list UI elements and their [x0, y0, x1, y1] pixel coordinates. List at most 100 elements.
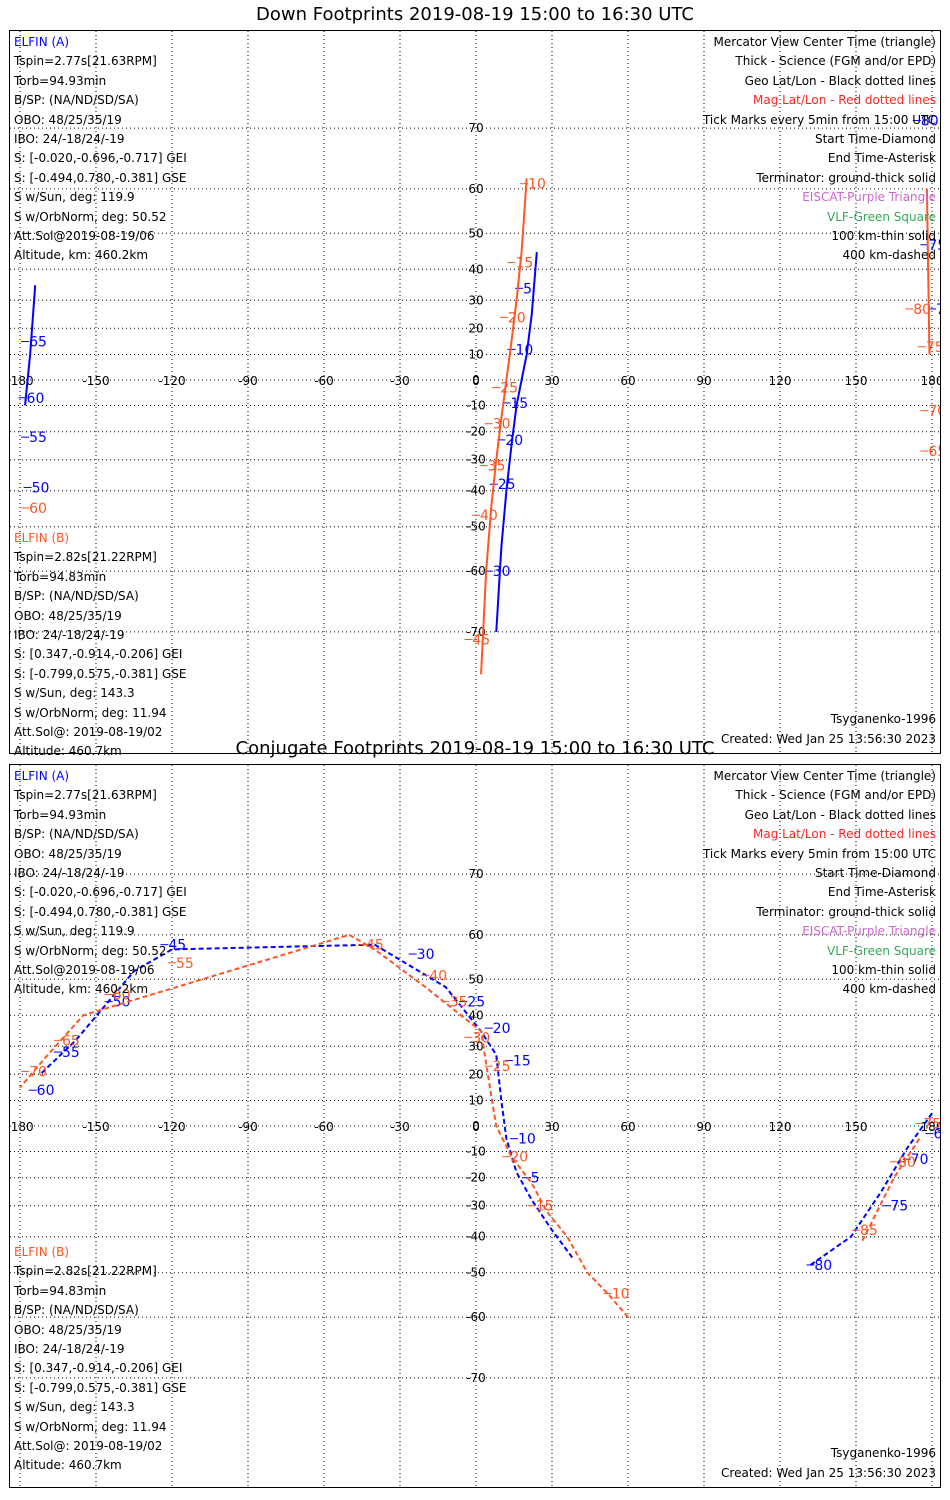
- elfin-b-info-line: Altitude: 460.7km: [14, 744, 122, 759]
- elfin-b-header: ELFIN (B): [14, 531, 70, 545]
- elfin-a-info-line: IBO: 24/-18/24/-19: [14, 132, 125, 147]
- legend-entry: Terminator: ground-thick solid: [756, 904, 936, 919]
- legend-entry: Thick - Science (FGM and/or EPD): [735, 788, 936, 803]
- y-tick-label: -40: [466, 484, 486, 498]
- x-tick-label: 150: [845, 374, 868, 388]
- elfin-b-info-line: S: [0.347,-0.914,-0.206] GEI: [14, 647, 183, 662]
- elfin-b-info-line: S w/OrbNorm, deg: 11.94: [14, 1419, 167, 1434]
- x-tick-label: -30: [390, 1120, 410, 1134]
- x-tick-label: 0: [472, 374, 480, 388]
- time-tick-label: 70: [936, 302, 940, 318]
- model-label: Tsyganenko-1996: [830, 1446, 936, 1461]
- legend-entry: Geo Lat/Lon - Black dotted lines: [744, 807, 936, 822]
- elfin-a-info-line: S: [-0.020,-0.696,-0.717] GEI: [14, 885, 187, 900]
- time-tick-label: 25: [493, 1059, 511, 1075]
- legend-entry: EISCAT-Purple Triangle: [802, 924, 936, 939]
- time-tick-label: 80: [913, 302, 931, 318]
- y-tick-label: -60: [466, 564, 486, 578]
- time-tick-label: 20: [505, 433, 523, 449]
- legend-entry: Geo Lat/Lon - Black dotted lines: [744, 73, 936, 88]
- x-tick-label: 30: [544, 1120, 559, 1134]
- elfin-a-info-line: Tspin=2.77s[21.63RPM]: [14, 54, 157, 69]
- x-tick-label: -30: [390, 374, 410, 388]
- legend-entry: Tick Marks every 5min from 15:00 UTC: [702, 846, 936, 861]
- legend-entry: End Time-Asterisk: [827, 885, 936, 900]
- time-tick-label: 70: [911, 1152, 929, 1168]
- time-tick-label: 80: [921, 114, 939, 130]
- x-tick-label: 90: [696, 374, 711, 388]
- elfin-a-info-line: IBO: 24/-18/24/-19: [14, 866, 125, 881]
- x-tick-label: -120: [158, 1120, 185, 1134]
- y-tick-label: 70: [468, 121, 483, 135]
- y-tick-label: 10: [468, 348, 483, 362]
- elfin-b-info-line: Torb=94.83min: [14, 569, 107, 584]
- legend-entry: VLF-Green Square: [827, 209, 936, 224]
- legend-entry: Start Time-Diamond: [814, 132, 936, 147]
- time-tick-label: 10: [612, 1287, 630, 1303]
- time-tick-label: 45: [472, 632, 490, 648]
- time-tick-label: 70: [928, 404, 940, 420]
- time-tick-label: 50: [113, 995, 131, 1011]
- footprint-track: [495, 251, 538, 632]
- x-tick-label: 180: [921, 374, 940, 388]
- y-tick-label: 0: [472, 1119, 480, 1133]
- elfin-a-info-line: Altitude, km: 460.2km: [14, 982, 149, 997]
- elfin-a-info-line: S w/Sun, deg: 119.9: [14, 190, 135, 205]
- created-label: Created: Wed Jan 25 13:56:30 2023: [721, 1465, 936, 1480]
- x-tick-label: 60: [620, 374, 635, 388]
- time-tick-label: 60: [37, 1083, 55, 1099]
- elfin-a-info-line: Torb=94.93min: [14, 807, 107, 822]
- time-tick-label: 70: [29, 1065, 47, 1081]
- time-tick-label: 85: [860, 1223, 878, 1239]
- time-tick-label: 45: [168, 938, 186, 954]
- legend-entry: Thick - Science (FGM and/or EPD): [735, 54, 936, 69]
- x-tick-label: -90: [238, 374, 258, 388]
- y-tick-label: 40: [468, 262, 483, 276]
- x-tick-label: 30: [544, 374, 559, 388]
- y-tick-label: -20: [466, 425, 486, 439]
- y-tick-label: -70: [466, 1371, 486, 1385]
- time-tick-label: 15: [510, 396, 528, 412]
- x-tick-label: -120: [158, 374, 185, 388]
- elfin-b-info-line: S w/Sun, deg: 143.3: [14, 686, 135, 701]
- elfin-b-info-line: Altitude: 460.7km: [14, 1458, 122, 1473]
- time-tick-label: 5: [523, 281, 532, 297]
- time-tick-label: 25: [498, 477, 516, 493]
- elfin-a-info-line: Att.Sol@2019-08-19/06: [14, 229, 155, 244]
- legend-entry: Start Time-Diamond: [814, 866, 936, 881]
- time-tick-label: 75: [926, 340, 940, 356]
- x-tick-label: 90: [696, 1120, 711, 1134]
- elfin-b-info-line: B/SP: (NA/ND/SD/SA): [14, 1303, 139, 1318]
- elfin-b-info-line: Att.Sol@: 2019-08-19/02: [14, 1439, 163, 1454]
- time-tick-label: 80: [898, 1155, 916, 1171]
- time-tick-label: 30: [493, 417, 511, 433]
- footprint-track: [24, 285, 37, 406]
- y-tick-label: 30: [468, 1039, 483, 1053]
- y-tick-label: 50: [468, 972, 483, 986]
- legend-entry: 100 km-thin solid: [831, 229, 936, 244]
- time-tick-label: 30: [417, 947, 435, 963]
- elfin-b-info-line: Tspin=2.82s[21.22RPM]: [14, 550, 157, 565]
- footprint-track: [19, 933, 629, 1318]
- footprint-track: [39, 943, 574, 1259]
- elfin-a-header: ELFIN (A): [14, 769, 70, 783]
- time-tick-label: 25: [500, 381, 518, 397]
- x-tick-label: -150: [82, 1120, 109, 1134]
- chart-panel-conjugate: -180-150-120-90-60-300306090120150180706…: [9, 764, 941, 1488]
- elfin-b-header: ELFIN (B): [14, 1245, 70, 1259]
- x-tick-label: 120: [769, 1120, 792, 1134]
- time-tick-label: 65: [928, 444, 940, 460]
- y-tick-label: -20: [466, 1171, 486, 1185]
- elfin-a-info-line: OBO: 48/25/35/19: [14, 846, 122, 861]
- y-tick-label: -70: [466, 625, 486, 639]
- x-tick-label: -90: [238, 1120, 258, 1134]
- elfin-b-info-line: S: [-0.799,0.575,-0.381] GSE: [14, 666, 187, 681]
- map-plot: -180-150-120-90-60-300306090120150180706…: [10, 765, 940, 1487]
- time-tick-label: 45: [366, 938, 384, 954]
- y-tick-label: 70: [468, 867, 483, 881]
- legend-entry: 400 km-dashed: [842, 982, 936, 997]
- elfin-a-info-line: S w/OrbNorm, deg: 50.52: [14, 209, 167, 224]
- legend-entry: Terminator: ground-thick solid: [756, 170, 936, 185]
- elfin-b-info-line: S: [-0.799,0.575,-0.381] GSE: [14, 1380, 187, 1395]
- time-tick-label: 65: [29, 335, 47, 351]
